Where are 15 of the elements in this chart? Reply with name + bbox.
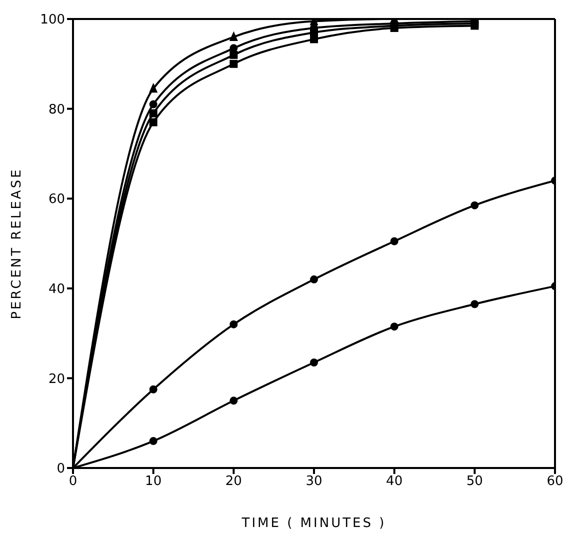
y-axis-title: PERCENT RELEASE <box>10 168 25 320</box>
y-tick-label: 40 <box>48 282 65 298</box>
x-tick-label: 0 <box>68 474 78 490</box>
x-tick-label: 60 <box>546 474 564 490</box>
y-tick-label: 80 <box>48 102 65 118</box>
x-tick-label: 40 <box>386 474 403 490</box>
y-tick-label: 100 <box>40 12 65 28</box>
x-axis-title: TIME ( MINUTES ) <box>240 516 386 532</box>
y-tick-label: 20 <box>48 372 65 387</box>
y-tick-label: 0 <box>56 462 65 477</box>
x-tick-label: 50 <box>466 474 483 490</box>
x-tick-label: 20 <box>225 474 242 490</box>
x-tick-label: 10 <box>145 474 162 490</box>
x-tick-label: 30 <box>306 474 322 490</box>
y-tick-label: 60 <box>48 192 65 208</box>
